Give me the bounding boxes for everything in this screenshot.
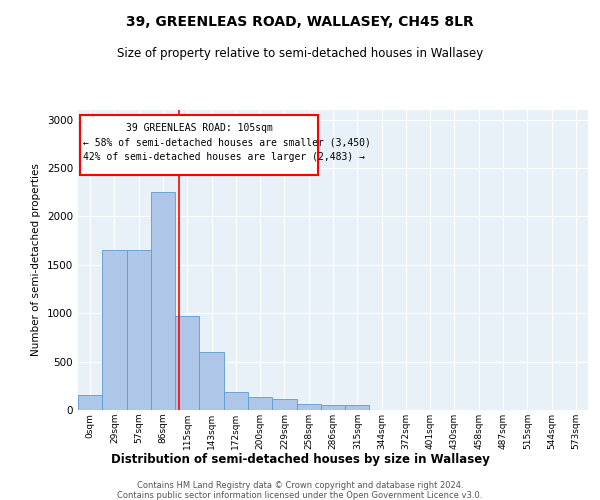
Bar: [345, 405, 370, 410]
Text: 42% of semi-detached houses are larger (2,483) →: 42% of semi-detached houses are larger (…: [83, 152, 365, 162]
FancyBboxPatch shape: [80, 115, 319, 175]
Bar: [321, 404, 345, 410]
Bar: [248, 397, 272, 410]
Bar: [102, 250, 127, 410]
Text: Contains HM Land Registry data © Crown copyright and database right 2024.: Contains HM Land Registry data © Crown c…: [137, 481, 463, 490]
Text: ← 58% of semi-detached houses are smaller (3,450): ← 58% of semi-detached houses are smalle…: [83, 137, 371, 147]
Bar: [272, 399, 296, 410]
Text: 39, GREENLEAS ROAD, WALLASEY, CH45 8LR: 39, GREENLEAS ROAD, WALLASEY, CH45 8LR: [126, 15, 474, 29]
Text: Size of property relative to semi-detached houses in Wallasey: Size of property relative to semi-detach…: [117, 48, 483, 60]
Text: 39 GREENLEAS ROAD: 105sqm: 39 GREENLEAS ROAD: 105sqm: [126, 122, 273, 132]
Y-axis label: Number of semi-detached properties: Number of semi-detached properties: [31, 164, 41, 356]
Text: Distribution of semi-detached houses by size in Wallasey: Distribution of semi-detached houses by …: [110, 452, 490, 466]
Bar: [224, 392, 248, 410]
Bar: [175, 316, 199, 410]
Text: Contains public sector information licensed under the Open Government Licence v3: Contains public sector information licen…: [118, 491, 482, 500]
Bar: [78, 395, 102, 410]
Bar: [296, 404, 321, 410]
Bar: [199, 352, 224, 410]
Bar: [151, 192, 175, 410]
Bar: [127, 250, 151, 410]
